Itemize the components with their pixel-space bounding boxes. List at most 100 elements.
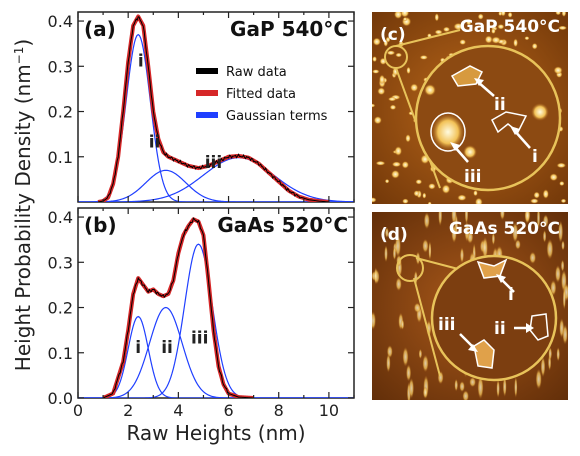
island-dot	[419, 55, 428, 60]
island-stripe	[422, 354, 429, 373]
island-dot	[372, 56, 377, 63]
panel-c-annotation-iii: iii	[464, 167, 481, 187]
island-dot	[434, 13, 439, 22]
island-stripe	[542, 229, 547, 243]
island-stripe	[548, 346, 552, 361]
island-dot	[560, 198, 567, 204]
island-stripe	[514, 376, 518, 399]
x-tick-label: 2	[123, 401, 133, 420]
island-blob	[463, 145, 477, 159]
panel-b-sample: GaAs 520°C	[217, 213, 348, 237]
island-stripe	[395, 277, 402, 291]
island-stripe	[422, 238, 429, 253]
panel-c-annotation-ii: ii	[494, 95, 506, 115]
island-dot	[491, 28, 496, 34]
peak-label-ii: ii	[149, 133, 161, 153]
panel-d-annotation-iii: iii	[438, 315, 455, 335]
panel-b-label: (b)	[84, 213, 117, 237]
island-stripe	[558, 220, 564, 243]
island-stripe	[460, 247, 464, 264]
panel-d-zoom-line-bottom	[413, 277, 441, 377]
island-dot	[457, 194, 467, 201]
island-dot	[558, 25, 568, 31]
island-stripe	[418, 348, 423, 359]
island-dot	[372, 69, 380, 74]
island-dot	[387, 96, 397, 102]
island-dot	[406, 66, 411, 75]
island-stripe	[562, 287, 566, 310]
island-dot	[477, 13, 484, 20]
raw-data-line	[97, 16, 329, 202]
peak-label-ii: ii	[161, 338, 173, 358]
legend: Raw data Fitted data Gaussian terms	[196, 65, 328, 124]
x-tick-label: 6	[223, 401, 233, 420]
island-iii-outline	[430, 112, 466, 152]
x-axis-title: Raw Heights (nm)	[126, 421, 305, 445]
island-dot	[441, 184, 451, 194]
x-tick-label: 8	[274, 401, 284, 420]
island-stripe	[385, 227, 389, 239]
island-stripe	[496, 379, 500, 398]
island-iii-outline	[473, 339, 495, 369]
island-dot	[553, 66, 563, 75]
island-dot	[391, 161, 402, 168]
y-axis-title: Height Probability Density (nm−1)	[11, 39, 35, 371]
island-stripe	[555, 265, 561, 283]
island-dot	[524, 36, 530, 41]
island-stripe	[535, 368, 542, 390]
y-tick-label: 0.3	[48, 253, 73, 272]
island-ii-outline	[450, 65, 484, 87]
island-dot	[389, 104, 397, 111]
panel-a-sample: GaP 540°C	[230, 17, 348, 41]
island-stripe	[542, 214, 549, 228]
island-dot	[402, 198, 409, 204]
island-stripe	[546, 238, 554, 260]
island-stripe	[422, 386, 428, 399]
panel-c-small-circle	[384, 45, 408, 69]
island-stripe	[502, 376, 507, 398]
island-dot	[428, 183, 436, 190]
panel-c-label: (c)	[380, 25, 406, 45]
arrow-ii-head	[474, 78, 484, 86]
island-dot	[549, 173, 558, 182]
island-dot	[466, 18, 472, 26]
island-stripe	[423, 212, 430, 230]
panel-d-small-circle	[396, 254, 424, 282]
island-dot	[497, 24, 505, 30]
island-stripe	[524, 212, 531, 223]
panel-b-peak-labels: i ii iii	[135, 329, 208, 358]
island-dot	[372, 197, 377, 203]
arrow-iii-head	[450, 142, 460, 151]
island-stripe	[428, 240, 432, 261]
arrow-i-head	[510, 126, 520, 135]
island-dot	[453, 22, 464, 31]
island-stripe	[454, 378, 459, 392]
legend-label-raw: Raw data	[226, 65, 287, 80]
island-i-outline	[476, 258, 508, 279]
island-dot	[415, 179, 423, 185]
panel-d-annotation-ii: ii	[494, 319, 506, 339]
island-stripe	[540, 356, 546, 378]
island-dot	[459, 39, 467, 45]
island-dot	[542, 189, 549, 199]
island-stripe	[529, 251, 537, 264]
y-tick-label: 0.4	[48, 208, 73, 227]
island-stripe	[462, 390, 469, 400]
island-stripe	[386, 353, 391, 373]
island-dot	[410, 83, 419, 92]
arrow-ii-head	[526, 323, 534, 333]
panel-c-zoom-circle	[414, 44, 562, 192]
panel-d-label: (d)	[380, 225, 408, 245]
y-tick-label: 0.2	[48, 299, 73, 318]
island-dot	[434, 29, 443, 35]
peak-label-i: i	[138, 51, 144, 71]
island-dot	[383, 39, 389, 47]
island-dot	[413, 190, 420, 197]
y-tick-label: 0.3	[48, 57, 73, 76]
island-blob	[424, 84, 436, 96]
legend-label-gaussian: Gaussian terms	[226, 109, 328, 124]
panel-d-zoom-circle	[430, 254, 558, 382]
island-dot	[556, 162, 567, 169]
